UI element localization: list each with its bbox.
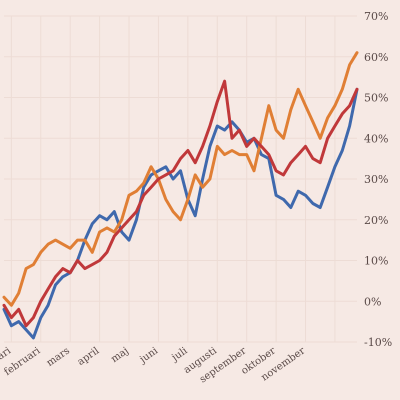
y-tick-label: 20%	[364, 214, 388, 227]
y-tick-label: 60%	[364, 51, 388, 64]
y-tick-label: 50%	[364, 92, 388, 105]
series-line-3	[2, 79, 359, 328]
x-tick-label: juni	[137, 345, 160, 366]
y-axis: -10% 0% 10% 20% 30% 40% 50% 60% 70%	[364, 10, 392, 349]
y-tick-label: 10%	[364, 255, 388, 268]
series-line-2	[2, 51, 359, 307]
chart-grid	[4, 15, 357, 343]
chart-series-layer	[2, 51, 359, 340]
series-line-1	[2, 87, 359, 340]
y-tick-label: 30%	[364, 173, 388, 186]
x-tick-label: april	[76, 345, 102, 368]
x-tick-label: mars	[45, 345, 72, 369]
x-tick-label: juli	[169, 345, 189, 364]
y-tick-label: -10%	[364, 336, 392, 349]
y-tick-label: 0%	[364, 295, 381, 308]
y-tick-label: 40%	[364, 132, 388, 145]
y-tick-label: 70%	[364, 10, 388, 23]
x-tick-label: maj	[109, 345, 131, 365]
